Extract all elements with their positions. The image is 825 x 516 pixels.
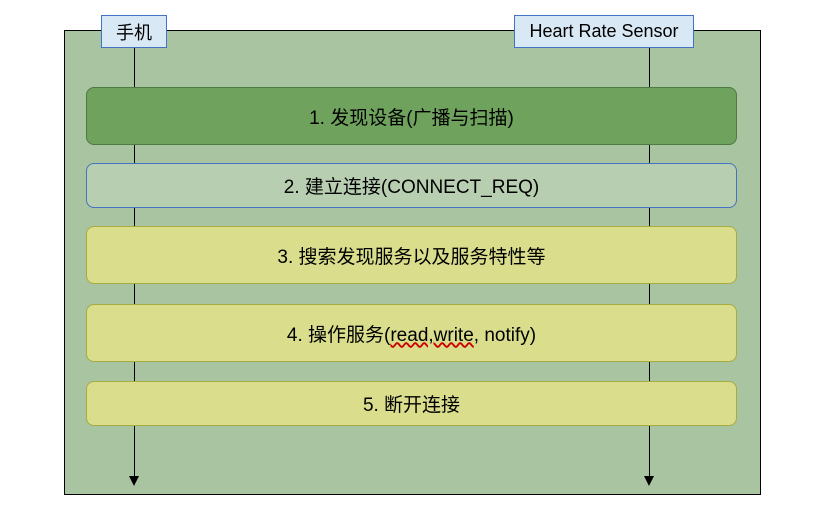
step-label-5: 5. 断开连接	[363, 390, 460, 417]
actor-right: Heart Rate Sensor	[514, 15, 694, 48]
lifeline-arrowhead-right	[644, 476, 654, 486]
step-box-1: 1. 发现设备(广播与扫描)	[86, 87, 737, 145]
step-box-3: 3. 搜索发现服务以及服务特性等	[86, 226, 737, 284]
actor-label-left: 手机	[116, 19, 152, 45]
lifeline-arrowhead-left	[129, 476, 139, 486]
step-label-4: 4. 操作服务(read,write, notify)	[287, 320, 536, 347]
actor-left: 手机	[101, 15, 167, 48]
step-box-5: 5. 断开连接	[86, 381, 737, 426]
step-box-2: 2. 建立连接(CONNECT_REQ)	[86, 163, 737, 208]
step-label-3: 3. 搜索发现服务以及服务特性等	[277, 242, 545, 269]
step-box-4: 4. 操作服务(read,write, notify)	[86, 304, 737, 362]
step-label-1: 1. 发现设备(广播与扫描)	[309, 103, 514, 130]
step-label-2: 2. 建立连接(CONNECT_REQ)	[284, 172, 539, 199]
actor-label-right: Heart Rate Sensor	[529, 21, 678, 42]
